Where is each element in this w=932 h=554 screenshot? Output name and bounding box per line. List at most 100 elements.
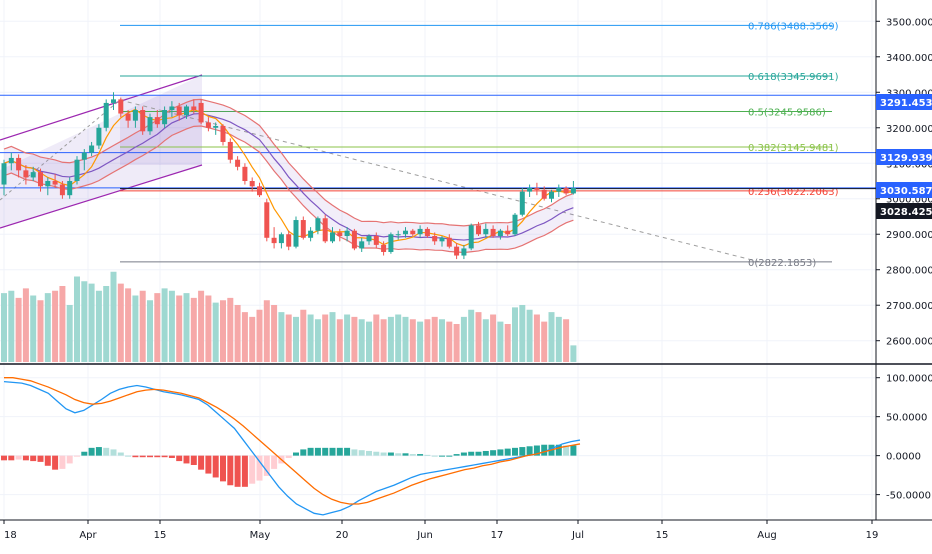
macd-histogram-bar <box>504 448 511 456</box>
volume-bar <box>380 319 387 362</box>
macd-histogram-bar <box>555 444 562 456</box>
macd-histogram-bar <box>512 447 518 456</box>
volume-bar <box>205 295 212 362</box>
candle-body <box>505 230 511 235</box>
price-tick-label: 3200.0000 <box>886 124 932 135</box>
volume-bar <box>387 316 394 362</box>
price-label-badge[interactable] <box>876 182 932 198</box>
volume-bar <box>241 312 248 362</box>
price-label-badge[interactable] <box>876 203 932 219</box>
time-tick-label: Apr <box>79 530 97 541</box>
channel-fill <box>0 75 202 228</box>
price-tick-label: 3400.0000 <box>886 53 932 64</box>
grid <box>0 0 876 518</box>
volume-bar <box>475 312 482 362</box>
macd-histogram-bar <box>22 455 29 461</box>
time-tick-label: 15 <box>656 530 669 541</box>
time-tick-label: Jun <box>416 530 433 541</box>
macd-histogram-bar <box>314 447 321 456</box>
macd-histogram-bar <box>395 453 402 456</box>
candle-body <box>169 106 175 111</box>
candle-body <box>30 172 36 178</box>
candle-body <box>359 241 365 249</box>
candle-body <box>125 113 131 121</box>
time-tick-label: May <box>250 530 271 541</box>
candle-body <box>96 127 102 146</box>
candle-body <box>461 248 467 256</box>
macd-histogram-bar <box>271 455 278 469</box>
volume-bar <box>497 321 504 362</box>
macd-histogram-bar <box>168 455 175 458</box>
candle-body <box>67 181 73 196</box>
macd-histogram-bar <box>446 455 453 457</box>
candle-body <box>198 102 204 123</box>
candle-body <box>8 157 14 164</box>
price-label-badge[interactable] <box>876 94 932 110</box>
volume-bar <box>30 295 37 362</box>
candle-body <box>176 106 182 116</box>
candle-body <box>286 234 292 247</box>
candle-body <box>454 246 460 256</box>
candle-body <box>366 236 372 242</box>
volume-bar <box>81 281 88 362</box>
candle-body <box>308 230 314 238</box>
candle-body <box>395 234 401 236</box>
candle-body <box>424 228 430 237</box>
candle-body <box>140 110 146 132</box>
price-tick-label: 2900.0000 <box>886 230 932 241</box>
candle-body <box>403 230 408 235</box>
candle-body <box>111 99 116 103</box>
volume-bar <box>460 316 467 362</box>
time-axis[interactable]: 18 Apr 15 May 20 Jun 17 Jul 15 Aug 19 <box>3 520 878 541</box>
macd-tick-label: 0.0000 <box>886 452 921 463</box>
macd-tick-label: 100.0000 <box>886 374 932 385</box>
macd-histogram-bar <box>533 445 540 456</box>
volume-bar <box>322 314 329 362</box>
macd-histogram-bar <box>424 454 431 456</box>
volume-bar <box>453 324 460 362</box>
macd-histogram-bar <box>88 447 95 456</box>
volume-bar <box>417 321 424 362</box>
macd-histogram-bar <box>482 450 489 456</box>
macd-histogram-bar <box>285 455 292 458</box>
macd-histogram-bar <box>66 455 73 464</box>
channel-upper-line <box>0 74 203 141</box>
macd-histogram-bar <box>307 447 314 456</box>
volume-bar <box>125 288 132 362</box>
macd-histogram-bar <box>176 455 183 462</box>
volume-bar <box>439 319 445 362</box>
volume-bar <box>256 309 263 362</box>
volume-bar <box>293 316 299 362</box>
candle-body <box>81 152 87 160</box>
macd-histogram-bar <box>139 455 146 458</box>
macd-histogram-bar <box>460 452 467 456</box>
macd-histogram-bar <box>241 455 248 487</box>
candle-body <box>476 225 481 235</box>
volume-bar <box>8 290 15 362</box>
volume-bar <box>154 293 161 362</box>
volume-bar <box>555 316 562 362</box>
candle-body <box>271 237 277 244</box>
candle-body <box>205 122 211 128</box>
macd-histogram-bar <box>526 446 533 456</box>
macd-histogram-bar <box>190 455 197 465</box>
candle-body <box>439 237 445 242</box>
macd-histogram-bar <box>198 455 205 470</box>
macd-histogram-bar <box>329 447 336 456</box>
time-tick-label: Aug <box>757 530 777 541</box>
ma-slow <box>3 112 574 241</box>
macd-histogram-bar <box>183 455 190 464</box>
price-label-badge[interactable] <box>876 149 932 165</box>
macd-tick-label: -50.0000 <box>886 491 931 502</box>
macd-tick-label: 50.0000 <box>886 413 927 424</box>
macd-histogram-bar <box>300 449 307 456</box>
volume-bar <box>74 276 80 362</box>
fibonacci-levels[interactable]: 0.786(3488.3569) 0.618(3345.9691) 0.5(3245… <box>120 21 839 269</box>
candle-body <box>373 236 379 245</box>
candle-body <box>220 125 226 142</box>
volume-bar <box>22 288 29 362</box>
horizontal-lines[interactable] <box>0 94 876 190</box>
candle-body <box>147 117 153 132</box>
